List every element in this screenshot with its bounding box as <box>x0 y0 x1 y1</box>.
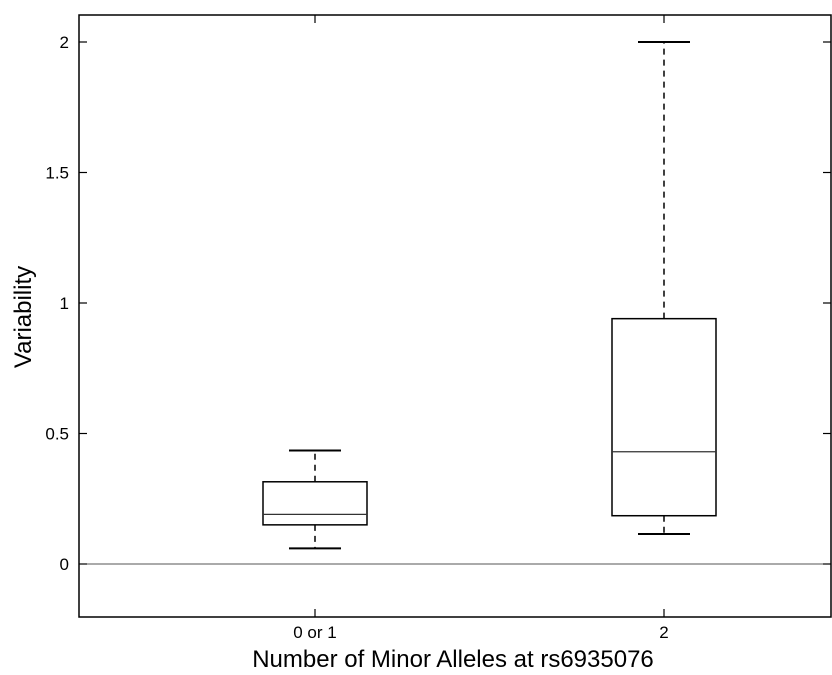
boxes-group <box>262 41 717 550</box>
y-tick-label: 0 <box>60 555 69 574</box>
y-axis-title: Variability <box>10 266 37 368</box>
x-axis-title: Number of Minor Alleles at rs6935076 <box>252 646 654 670</box>
box-iqr <box>262 481 368 526</box>
x-tick-label: 2 <box>659 623 668 642</box>
y-axis-ticks: 0 0.5 1 1.5 2 <box>45 33 831 574</box>
y-tick-label: 2 <box>60 33 69 52</box>
x-tick-label: 0 or 1 <box>293 623 336 642</box>
x-axis-ticks: 0 or 1 2 <box>293 15 669 642</box>
box-iqr <box>611 317 717 517</box>
y-tick-label: 1 <box>60 294 69 313</box>
plot-frame <box>78 14 832 618</box>
y-tick-label: 0.5 <box>45 425 69 444</box>
y-tick-label: 1.5 <box>45 164 69 183</box>
plot-area <box>78 14 832 618</box>
